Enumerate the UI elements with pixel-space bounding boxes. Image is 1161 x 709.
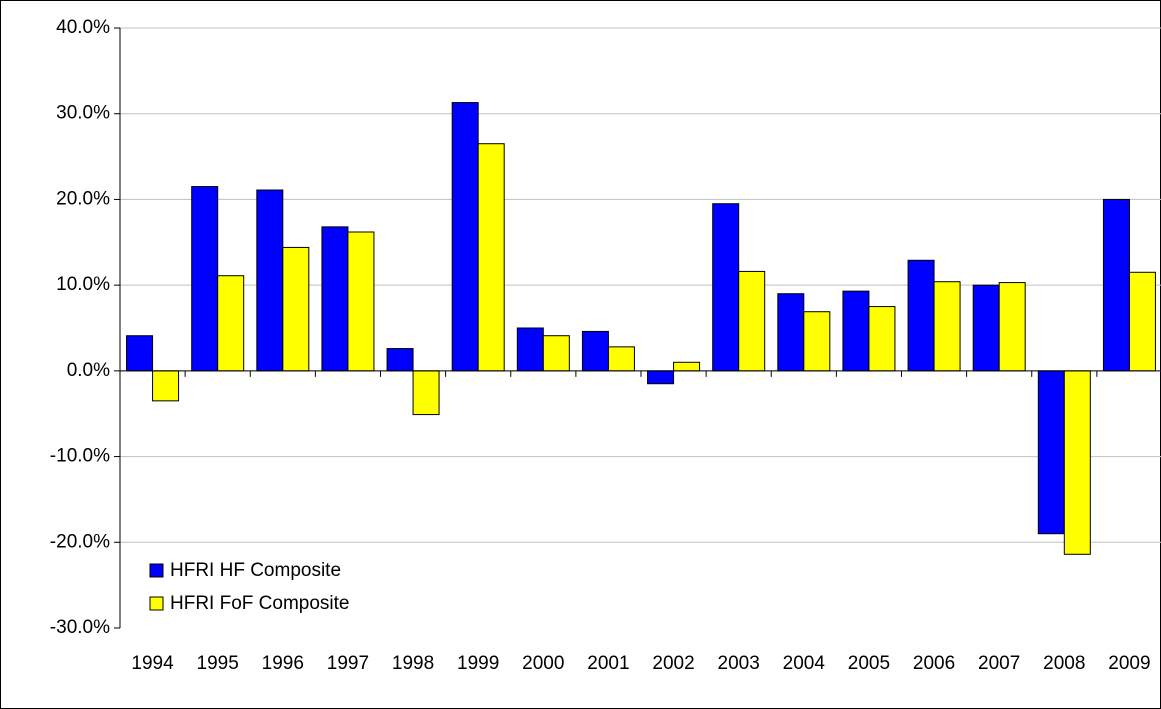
x-tick-label: 1999 (457, 653, 499, 674)
x-tick-label: 2001 (587, 653, 629, 674)
x-tick-label: 2002 (652, 653, 694, 674)
bar (516, 327, 544, 372)
y-tick-label: 10.0% (56, 274, 110, 295)
bar (803, 311, 831, 372)
x-tick-label: 1998 (392, 653, 434, 674)
y-tick-label: -20.0% (50, 531, 110, 552)
bar (1128, 271, 1156, 372)
bar (282, 246, 310, 372)
bar (256, 189, 284, 372)
y-tick-label: 40.0% (56, 17, 110, 38)
x-tick-label: 2006 (913, 653, 955, 674)
y-tick-label: -10.0% (50, 446, 110, 467)
bar (673, 361, 701, 372)
x-tick-label: 1996 (262, 653, 304, 674)
bar (321, 226, 349, 372)
bar (712, 203, 740, 372)
legend-label: HFRI FoF Composite (170, 593, 349, 614)
bar (412, 370, 440, 416)
x-tick-label: 2007 (978, 653, 1020, 674)
bar (933, 281, 961, 372)
x-tick-label: 2004 (783, 653, 826, 674)
bar (451, 102, 479, 372)
x-tick-label: 1994 (131, 653, 174, 674)
legend-swatch (149, 596, 164, 611)
bar (998, 282, 1026, 372)
bar (581, 330, 609, 372)
x-tick-label: 2003 (718, 653, 760, 674)
bar (738, 270, 766, 372)
bar (1102, 198, 1130, 372)
legend-swatch (149, 563, 164, 578)
bar (647, 370, 675, 385)
bar (842, 290, 870, 372)
legend: HFRI HF Composite HFRI FoF Composite (149, 560, 349, 614)
bar (972, 284, 1000, 372)
bar (347, 231, 375, 372)
bar (1063, 370, 1091, 555)
bar (542, 335, 570, 372)
bar (868, 306, 896, 372)
x-tick-label: 1997 (327, 653, 369, 674)
bar (126, 335, 154, 372)
x-tick-label: 2009 (1108, 653, 1150, 674)
legend-label: HFRI HF Composite (170, 560, 341, 581)
x-tick-label: 2000 (522, 653, 564, 674)
y-tick-label: -30.0% (50, 617, 110, 638)
y-tick-label: 0.0% (67, 360, 110, 381)
bar (191, 186, 219, 372)
y-tick-label: 30.0% (56, 103, 110, 124)
bar (907, 259, 935, 372)
bar (217, 275, 245, 372)
bar (607, 346, 635, 372)
bar (777, 293, 805, 372)
bar (152, 370, 180, 402)
y-tick-label: 20.0% (56, 188, 110, 209)
bar (477, 143, 505, 372)
bar (386, 348, 414, 372)
bar (1037, 370, 1065, 535)
x-tick-label: 2008 (1043, 653, 1085, 674)
x-tick-label: 1995 (197, 653, 239, 674)
x-tick-label: 2005 (848, 653, 890, 674)
